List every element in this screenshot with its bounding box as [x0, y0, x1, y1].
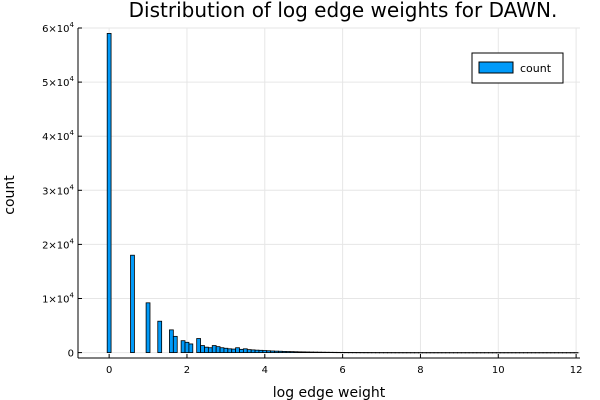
histogram-bar [196, 338, 201, 353]
x-tick-label: 12 [570, 365, 583, 376]
y-tick-label: 5×104 [42, 75, 74, 89]
histogram-bar [270, 350, 275, 353]
histogram-bar [200, 345, 205, 353]
legend-swatch [478, 61, 514, 74]
y-tick-label: 1×104 [42, 291, 74, 305]
histogram-bar [305, 351, 310, 353]
histogram-bar [223, 347, 229, 353]
histogram-bar [235, 347, 240, 353]
histogram-bar [227, 348, 233, 353]
y-axis-label: count [2, 175, 18, 215]
histogram-bar [258, 349, 264, 353]
histogram-bar [285, 351, 291, 353]
histogram-bar [188, 343, 194, 353]
histogram-bar [301, 351, 307, 353]
y-tick-label: 0 [68, 349, 74, 360]
x-tick-label: 4 [262, 365, 268, 376]
histogram-bar [211, 345, 217, 353]
histogram-bar [250, 349, 256, 353]
histogram-bar [239, 348, 244, 353]
histogram-bar [106, 33, 112, 353]
histogram-bar [289, 351, 295, 353]
x-tick-labels: 0 2 4 6 8 10 12 [106, 365, 583, 376]
histogram-bar [231, 348, 237, 353]
histogram-bar [157, 320, 163, 353]
histogram-bar [246, 349, 252, 353]
x-tick-label: 2 [184, 365, 190, 376]
histogram-bar [207, 347, 213, 353]
histogram-bar [309, 351, 314, 353]
y-tick-label: 2×104 [42, 237, 74, 251]
histogram-bar [172, 335, 178, 353]
histogram-bar [262, 350, 268, 353]
histogram-bar [254, 349, 260, 353]
histogram-bar [281, 350, 287, 353]
histogram-bar [242, 348, 248, 353]
y-tick-labels: 0 1×104 2×104 3×104 4×104 5×104 6×104 [42, 21, 74, 360]
histogram-bar [204, 346, 209, 353]
histogram-bar [184, 341, 190, 353]
x-tick-label: 0 [106, 365, 112, 376]
histogram-bar [278, 350, 283, 353]
histogram-bar [219, 347, 225, 353]
histogram-bar [145, 302, 151, 353]
x-tick-label: 8 [417, 365, 423, 376]
histogram-bar [293, 351, 299, 353]
x-axis-label: log edge weight [273, 385, 386, 400]
histogram-bar [130, 254, 135, 353]
axes [77, 27, 580, 359]
x-tick-label: 10 [492, 365, 505, 376]
y-tick-label: 4×104 [42, 129, 74, 143]
bars [106, 33, 579, 354]
histogram-bar [297, 351, 303, 353]
y-tick-label: 6×104 [42, 21, 74, 35]
legend-label-count: count [520, 62, 552, 75]
histogram-bar [274, 350, 279, 353]
histogram-bar [215, 346, 221, 353]
histogram-bar [169, 329, 174, 353]
histogram-bar [180, 340, 186, 353]
chart-title: Distribution of log edge weights for DAW… [129, 0, 558, 22]
histogram-bar [266, 350, 272, 353]
x-tick-label: 6 [339, 365, 345, 376]
y-tick-label: 3×104 [42, 183, 74, 197]
legend: count [471, 52, 564, 84]
